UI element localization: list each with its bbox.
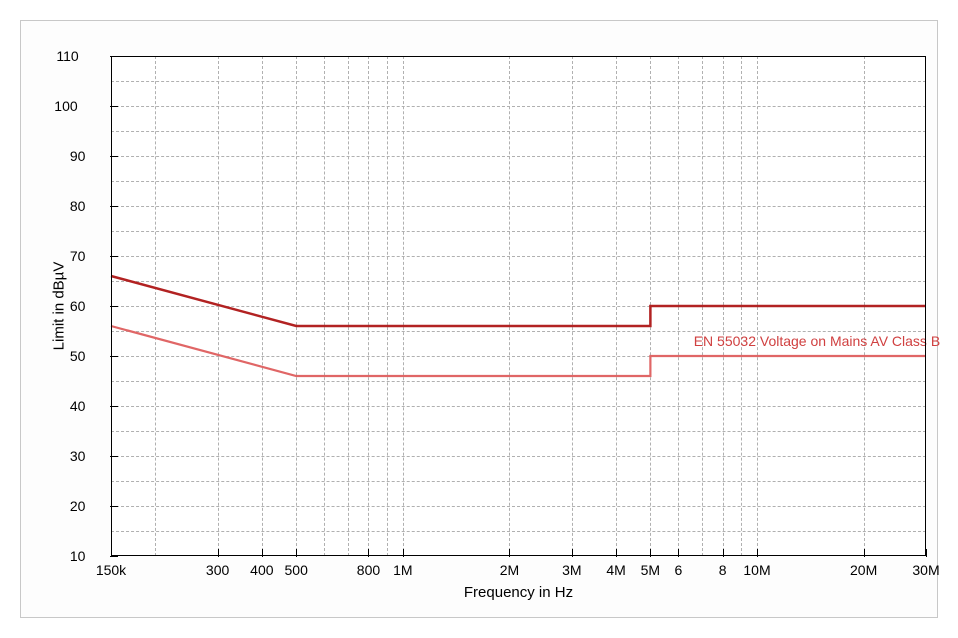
x-tick	[926, 549, 927, 557]
series-line-quasi-peak-limit	[111, 276, 926, 326]
x-tick-label: 400	[250, 562, 273, 578]
y-axis-label: Limit in dBµV	[51, 262, 68, 351]
x-tick-label: 10M	[743, 562, 770, 578]
x-tick-label: 8	[719, 562, 727, 578]
series-annotation-label: EN 55032 Voltage on Mains AV Class B	[694, 333, 940, 349]
x-tick-label: 2M	[500, 562, 519, 578]
plot-area	[111, 56, 926, 556]
x-tick-label: 6	[675, 562, 683, 578]
x-tick-label: 4M	[606, 562, 625, 578]
x-tick-label: 800	[357, 562, 380, 578]
x-tick-label: 150k	[96, 562, 126, 578]
x-tick-label: 3M	[562, 562, 581, 578]
x-tick-label: 1M	[393, 562, 412, 578]
x-tick-label: 20M	[850, 562, 877, 578]
x-axis-label: Frequency in Hz	[464, 584, 573, 601]
chart-frame: Limit in dBµV Frequency in Hz EN 55032 V…	[20, 20, 938, 618]
x-tick-label: 5M	[641, 562, 660, 578]
x-tick-label: 300	[206, 562, 229, 578]
limit-lines-svg	[111, 56, 926, 556]
x-tick-label: 30M	[912, 562, 939, 578]
x-tick-label: 500	[285, 562, 308, 578]
